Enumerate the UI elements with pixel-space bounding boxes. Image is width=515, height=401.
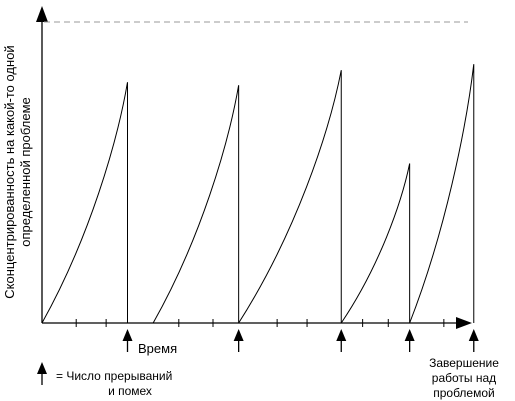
y-axis-label-line2: определенной проблеме: [18, 97, 33, 246]
x-axis-ticks: [75, 319, 445, 327]
legend-arrow-icon: [37, 362, 47, 374]
x-axis-label: Время: [138, 341, 177, 356]
legend-text-line2: и помех: [108, 384, 152, 398]
interruption-arrow-icon: [122, 329, 133, 352]
interruption-arrow-icon: [404, 329, 415, 352]
legend-text-line1: = Число прерываний: [56, 369, 172, 383]
interruption-arrows: [122, 329, 479, 352]
completion-label-line3: проблемой: [433, 386, 494, 400]
concentration-curve-4: [340, 163, 411, 324]
concentration-curve-2: [152, 85, 240, 324]
concentration-curve-5: [409, 64, 475, 324]
y-axis-label-line1: Сконцентрированность на какой-то одной: [2, 45, 17, 298]
completion-label-line2: работы над: [432, 371, 496, 385]
y-axis-arrow-icon: [36, 6, 48, 22]
interruption-arrow-icon: [233, 329, 244, 352]
concentration-curve-1: [41, 82, 128, 324]
completion-label-line1: Завершение: [429, 356, 499, 370]
completion-arrow-icon: [468, 329, 479, 352]
x-axis-arrow-icon: [456, 317, 472, 329]
interruption-arrow-icon: [336, 329, 347, 352]
concentration-curve-3: [238, 70, 342, 324]
concentration-curves: [41, 64, 475, 324]
